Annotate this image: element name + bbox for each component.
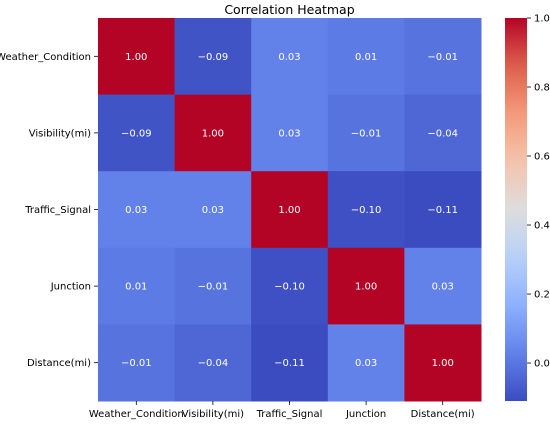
heatmap-cell	[174, 171, 252, 249]
colorbar-tick-label: 0.4	[534, 221, 550, 232]
heatmap-cell	[174, 247, 252, 325]
cell-value-label: 1.00	[202, 128, 224, 139]
colorbar-tick-label: 0.0	[534, 359, 550, 370]
heatmap-cells: 1.00 −0.09 0.03 0.01 −0.01 −0.09 1.00 0.03 −0.01…	[98, 18, 482, 402]
cell-value-label: −0.10	[351, 205, 382, 216]
column-tick-label: Visibility(mi)	[182, 409, 244, 420]
cell-value-label: 1.00	[432, 358, 454, 369]
cell-value-label: −0.09	[198, 52, 229, 63]
cell-value-label: 0.03	[278, 128, 300, 139]
heatmap-cell	[251, 324, 329, 402]
heatmap-cell	[174, 324, 252, 402]
colorbar-tick-label: 0.8	[534, 83, 550, 94]
heatmap-cell	[251, 18, 329, 96]
heatmap-cell	[98, 18, 176, 96]
heatmap-cell	[327, 324, 405, 402]
row-tick-label: Weather_Condition	[0, 52, 91, 63]
heatmap-cell	[404, 324, 482, 402]
cell-value-label: 0.03	[125, 205, 147, 216]
cell-value-label: −0.11	[274, 358, 305, 369]
heatmap-cell	[251, 171, 329, 249]
row-tick-label: Visibility(mi)	[29, 128, 91, 139]
cell-value-label: −0.11	[427, 205, 458, 216]
heatmap-cell	[327, 18, 405, 96]
heatmap-cell	[98, 94, 176, 172]
cell-value-label: 0.01	[125, 282, 147, 293]
cell-value-label: −0.09	[121, 128, 152, 139]
colorbar-gradient	[505, 18, 527, 401]
colorbar-tick-label: 0.2	[534, 290, 550, 301]
heatmap-cell	[404, 171, 482, 249]
cell-value-label: −0.04	[427, 128, 458, 139]
cell-value-label: 1.00	[278, 205, 300, 216]
heatmap-cell	[404, 94, 482, 172]
cell-value-label: 0.03	[278, 52, 300, 63]
heatmap-cell	[404, 247, 482, 325]
cell-value-label: −0.01	[351, 128, 382, 139]
heatmap-cell	[98, 324, 176, 402]
heatmap-cell	[98, 171, 176, 249]
row-tick-label: Junction	[50, 282, 91, 293]
heatmap-cell	[327, 171, 405, 249]
column-tick-label: Distance(mi)	[411, 409, 475, 420]
heatmap-cell	[174, 18, 252, 96]
cell-value-label: −0.01	[198, 282, 229, 293]
cell-value-label: −0.04	[198, 358, 229, 369]
heatmap-cell	[98, 247, 176, 325]
heatmap-cell	[251, 94, 329, 172]
colorbar-tick-label: 1.0	[534, 14, 550, 25]
row-tick-label: Distance(mi)	[27, 358, 91, 369]
colorbar-tick-label: 0.6	[534, 152, 550, 163]
cell-value-label: 1.00	[355, 282, 377, 293]
row-tick-labels: Weather_Condition Visibility(mi) Traffic_S…	[0, 52, 98, 369]
cell-value-label: −0.01	[427, 52, 458, 63]
cell-value-label: 1.00	[125, 52, 147, 63]
column-tick-label: Traffic_Signal	[256, 409, 323, 420]
cell-value-label: 0.01	[355, 52, 377, 63]
row-tick-label: Traffic_Signal	[24, 205, 91, 216]
cell-value-label: 0.03	[432, 282, 454, 293]
cell-value-label: −0.01	[121, 358, 152, 369]
column-tick-label: Junction	[345, 409, 386, 420]
colorbar: 0.0 0.2 0.4 0.6 0.8 1.0	[505, 14, 550, 401]
cell-value-label: 0.03	[202, 205, 224, 216]
chart-title: Correlation Heatmap	[224, 2, 354, 17]
cell-value-label: −0.10	[274, 282, 305, 293]
heatmap-cell	[327, 247, 405, 325]
heatmap-cell	[327, 94, 405, 172]
column-tick-label: Weather_Condition	[89, 409, 184, 420]
heatmap-cell	[174, 94, 252, 172]
heatmap-cell	[251, 247, 329, 325]
heatmap-cell	[404, 18, 482, 96]
cell-value-label: 0.03	[355, 358, 377, 369]
